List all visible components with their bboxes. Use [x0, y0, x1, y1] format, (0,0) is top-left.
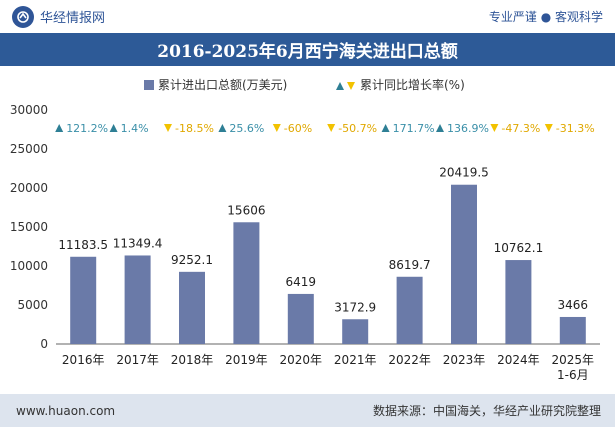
bar-value-label: 3172.9 [334, 300, 376, 314]
brand-name: 华经情报网 [40, 11, 106, 26]
brand: 华经情报网 [12, 5, 106, 28]
footer-website: www.huaon.com [16, 403, 116, 418]
bar-value-label: 9252.1 [171, 253, 213, 267]
growth-down-icon [544, 124, 553, 132]
legend-swatch-bars [144, 80, 154, 90]
y-tick-label: 25000 [10, 142, 48, 156]
growth-up-icon [109, 124, 118, 132]
growth-down-icon [272, 124, 281, 132]
legend-marker-up-icon [336, 82, 344, 90]
bar-value-label: 8619.7 [389, 258, 431, 272]
y-tick-label: 10000 [10, 259, 48, 273]
growth-up-icon [218, 124, 227, 132]
footer-source: 数据来源：中国海关，华经产业研究院整理 [372, 404, 601, 418]
bar [505, 260, 532, 344]
huajing-logo-icon [12, 5, 34, 28]
y-tick-label: 20000 [10, 181, 48, 195]
y-tick-label: 0 [40, 337, 48, 351]
x-category-label: 2017年 [116, 353, 159, 367]
growth-rate-label: -50.7% [338, 122, 377, 135]
legend-label-bars: 累计进出口总额(万美元) [158, 78, 287, 92]
x-category-label: 2022年 [388, 353, 431, 367]
bar-value-label: 3466 [558, 298, 589, 312]
growth-rate-label: -47.3% [501, 122, 540, 135]
bar-value-label: 10762.1 [494, 241, 544, 255]
x-category-label: 2023年 [443, 353, 486, 367]
bar [342, 319, 369, 344]
bar [559, 316, 586, 344]
growth-up-icon [436, 124, 444, 132]
x-category-label: 2019年 [225, 353, 268, 367]
growth-rate-label: -60% [284, 122, 312, 135]
x-category-label: 2024年 [497, 353, 540, 367]
growth-up-icon [55, 124, 64, 132]
growth-rate-label: 136.9% [447, 122, 489, 135]
growth-rate-label: 171.7% [393, 122, 435, 135]
x-category-label: 2020年 [280, 353, 323, 367]
growth-rate-label: 25.6% [229, 122, 264, 135]
bar-value-label: 11349.4 [113, 236, 163, 250]
growth-down-icon [164, 124, 172, 132]
top-header-bar: 华经情报网 专业严谨 ● 客观科学 [0, 0, 615, 33]
x-category-label: 2018年 [171, 353, 214, 367]
growth-rate-label: -31.3% [556, 122, 595, 135]
bar [70, 256, 97, 344]
x-category-label: 2025年 [552, 353, 595, 367]
legend-marker-down-icon [347, 82, 355, 90]
bar [233, 222, 260, 344]
x-category-label: 1-6月 [557, 368, 589, 382]
bar [287, 293, 314, 344]
bar [451, 184, 477, 344]
legend-label-growth: 累计同比增长率(%) [360, 77, 465, 92]
growth-rate-label: -18.5% [175, 122, 214, 135]
growth-rate-label: 1.4% [121, 122, 149, 135]
growth-up-icon [381, 124, 390, 132]
bar-value-label: 11183.5 [58, 238, 108, 252]
y-tick-label: 5000 [17, 298, 48, 312]
growth-down-icon [490, 124, 499, 132]
bar-chart: 累计进出口总额(万美元) 累计同比增长率(%) 0 5000 10000 15000 200… [10, 77, 600, 382]
x-category-label: 2016年 [62, 353, 105, 367]
y-tick-label: 30000 [10, 103, 48, 117]
bar [396, 276, 423, 344]
bar-value-label: 6419 [286, 275, 317, 289]
bar-value-label: 15606 [227, 203, 265, 217]
x-category-label: 2021年 [334, 353, 377, 367]
y-tick-label: 15000 [10, 220, 48, 234]
tagline: 专业严谨 ● 客观科学 [488, 10, 603, 24]
bar [179, 271, 205, 344]
chart-title: 2016-2025年6月西宁海关进出口总额 [0, 33, 615, 66]
footer: www.huaon.com 数据来源：中国海关，华经产业研究院整理 [0, 394, 615, 427]
bar-value-label: 20419.5 [439, 166, 489, 180]
growth-rate-label: 121.2% [66, 122, 108, 135]
growth-down-icon [327, 124, 336, 132]
bar [124, 255, 151, 344]
